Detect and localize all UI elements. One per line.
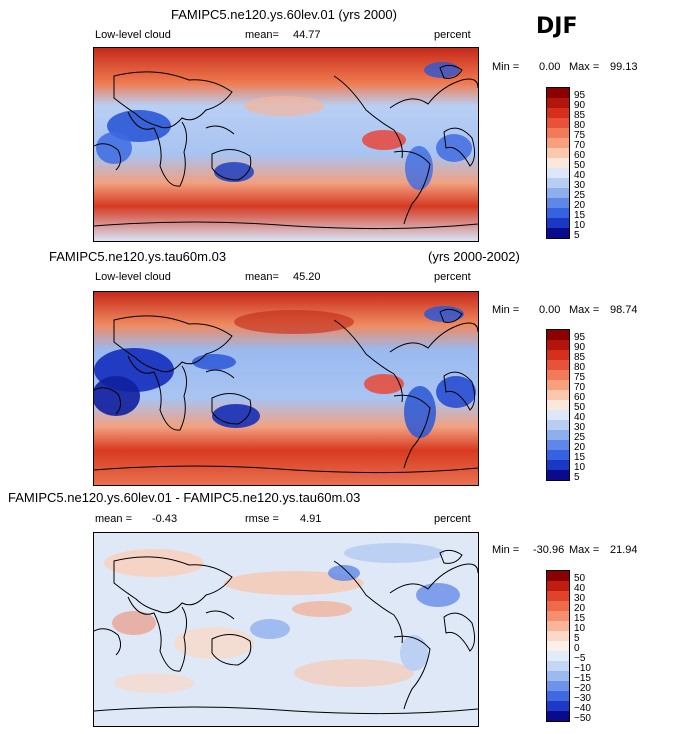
panel-1-units: percent (434, 29, 471, 41)
panel-2-units: percent (434, 271, 471, 283)
panel-3-colorbar-label: −30 (574, 693, 591, 704)
panel-2-min-label: Min = (492, 304, 520, 316)
panel-3-colorbar-label: 50 (574, 573, 586, 584)
panel-2-title: FAMIPC5.ne120.ys.tau60m.03 (49, 249, 227, 264)
panel-1-colorbar-label: 50 (574, 160, 586, 171)
panel-2-colorbar-label: 20 (574, 442, 586, 453)
panel-1-colorbar-swatches (546, 87, 570, 239)
panel-2-colorbar-label: 25 (574, 432, 586, 443)
panel-2-colorbar-label: 30 (574, 422, 586, 433)
panel-3-colorbar-label: −5 (574, 653, 586, 664)
panel-3-colorbar-label: 15 (574, 613, 586, 624)
panel-1-colorbar-label: 15 (574, 210, 586, 221)
panel-2-colorbar-label: 70 (574, 382, 586, 393)
panel-2-colorbar-label: 40 (574, 412, 586, 423)
panel-1-max-value: 99.13 (610, 61, 638, 73)
panel-3-min-value: -30.96 (533, 544, 565, 556)
panel-1-colorbar: 95 90 85 80 75 70 60 50 40 30 25 20 15 1… (546, 87, 626, 241)
panel-3-colorbar-label: 40 (574, 583, 586, 594)
panel-3-colorbar-label: −10 (574, 663, 591, 674)
panel-2-max-label: Max = (569, 304, 600, 316)
panel-3-colorbar-label: 5 (574, 633, 580, 644)
panel-3-colorbar-label: 20 (574, 603, 586, 614)
panel-1-map-svg (94, 48, 478, 241)
panel-1-max-label: Max = (569, 61, 600, 73)
panel-2-colorbar-label: 60 (574, 392, 586, 403)
panel-3-rmse-value: 4.91 (300, 513, 322, 525)
panel-2-colorbar-label: 75 (574, 372, 586, 383)
panel-3-rmse-label: rmse = (245, 513, 279, 525)
panel-1-field-label: Low-level cloud (95, 29, 171, 41)
panel-2-map-svg (94, 292, 478, 485)
panel-2-title-years: (yrs 2000-2002) (428, 249, 520, 264)
panel-1-mean-label: mean= (245, 29, 279, 41)
panel-2-colorbar: 95 90 85 80 75 70 60 50 40 30 25 20 15 1… (546, 329, 626, 483)
panel-3-colorbar-label: −40 (574, 703, 591, 714)
panel-1-title: FAMIPC5.ne120.ys.60lev.01 (yrs 2000) (171, 7, 397, 22)
panel-1-colorbar-label: 25 (574, 190, 586, 201)
panel-2-colorbar-swatches (546, 329, 570, 481)
panel-2-map (93, 291, 479, 486)
panel-3-units: percent (434, 513, 471, 525)
panel-1-colorbar-label: 70 (574, 140, 586, 151)
season-label: DJF (536, 14, 578, 39)
panel-3-max-label: Max = (569, 544, 600, 556)
panel-1-min-label: Min = (492, 61, 520, 73)
panel-3-mean-label: mean = (95, 513, 132, 525)
panel-1-mean-value: 44.77 (293, 29, 321, 41)
panel-3-map-svg (94, 533, 478, 726)
panel-1-colorbar-label: 40 (574, 170, 586, 181)
panel-3-colorbar-label: 10 (574, 623, 586, 634)
panel-3-title: FAMIPC5.ne120.ys.60lev.01 - FAMIPC5.ne12… (8, 490, 361, 505)
panel-2-colorbar-label: 85 (574, 352, 586, 363)
panel-3-max-value: 21.94 (610, 544, 638, 556)
panel-1-colorbar-label: 85 (574, 110, 586, 121)
panel-1-colorbar-label: 20 (574, 200, 586, 211)
panel-2-colorbar-label: 15 (574, 452, 586, 463)
panel-1-colorbar-label: 95 (574, 90, 586, 101)
panel-1-colorbar-label: 60 (574, 150, 586, 161)
panel-3-mean-value: -0.43 (152, 513, 178, 525)
panel-2-min-value: 0.00 (539, 304, 561, 316)
panel-3-colorbar: 50 40 30 20 15 10 5 0 −5 −10 −15 −20 −30… (546, 570, 626, 724)
panel-2-colorbar-label: 90 (574, 342, 586, 353)
panel-3-colorbar-swatches (546, 570, 570, 722)
panel-1-map (93, 47, 479, 242)
panel-1-colorbar-label: 75 (574, 130, 586, 141)
panel-3-min-label: Min = (492, 544, 520, 556)
panel-2-max-value: 98.74 (610, 304, 638, 316)
panel-3-colorbar-label: 30 (574, 593, 586, 604)
panel-2-mean-value: 45.20 (293, 271, 321, 283)
panel-3-colorbar-label: −20 (574, 683, 591, 694)
panel-2-mean-label: mean= (245, 271, 279, 283)
panel-3-map (93, 532, 479, 727)
panel-2-field-label: Low-level cloud (95, 271, 171, 283)
panel-2-colorbar-label: 10 (574, 462, 586, 473)
panel-1-colorbar-label: 90 (574, 100, 586, 111)
panel-1-colorbar-label: 30 (574, 180, 586, 191)
panel-1-colorbar-label: 80 (574, 120, 586, 131)
panel-2-colorbar-label: 80 (574, 362, 586, 373)
panel-1-colorbar-label: 5 (574, 230, 580, 241)
panel-2-colorbar-label: 95 (574, 332, 586, 343)
panel-3-colorbar-label: −15 (574, 673, 591, 684)
panel-1-min-value: 0.00 (539, 61, 561, 73)
panel-2-colorbar-label: 5 (574, 472, 580, 483)
panel-2-colorbar-label: 50 (574, 402, 586, 413)
panel-3-colorbar-label: −50 (574, 713, 591, 724)
panel-3-colorbar-label: 0 (574, 643, 580, 654)
panel-1-colorbar-label: 10 (574, 220, 586, 231)
